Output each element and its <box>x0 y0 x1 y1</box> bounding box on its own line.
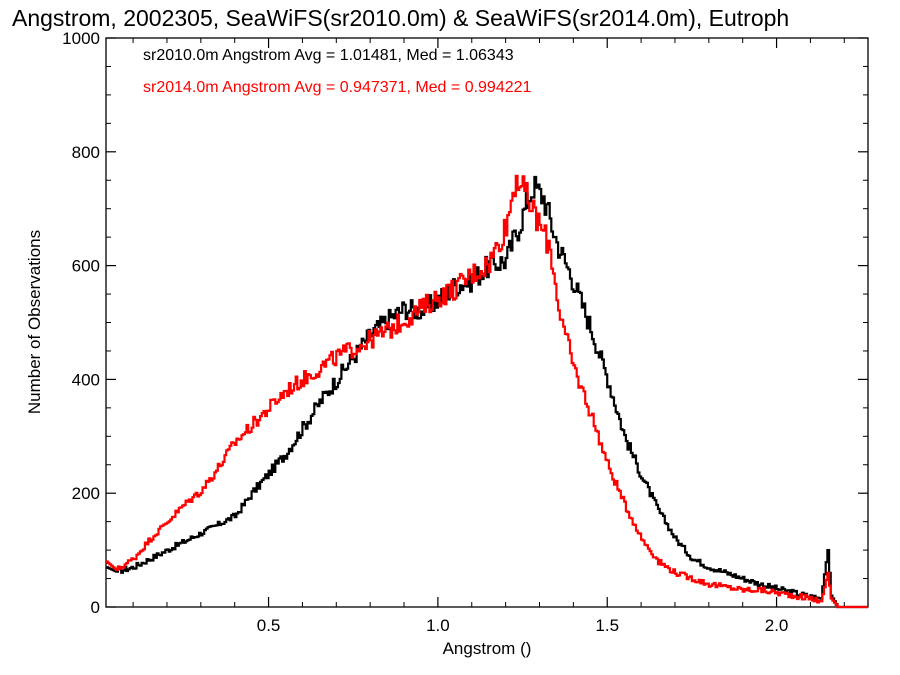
tick-label-group: 0.5 1.0 1.5 2.0 0 200 400 600 800 1000 <box>62 29 788 635</box>
x-tick-label: 1.5 <box>595 616 619 635</box>
x-tick-label: 1.0 <box>426 616 450 635</box>
y-tick-label: 0 <box>91 598 100 617</box>
legend-black-series-stats: sr2010.0m Angstrom Avg = 1.01481, Med = … <box>143 47 514 64</box>
series-line-red <box>106 174 868 609</box>
y-axis-label: Number of Observations <box>25 230 44 414</box>
y-tick-label: 200 <box>72 484 100 503</box>
series-line-black <box>106 175 868 609</box>
y-tick-label: 800 <box>72 143 100 162</box>
chart-title: Angstrom, 2002305, SeaWiFS(sr2010.0m) & … <box>12 5 789 31</box>
series-group <box>106 174 868 609</box>
x-tick-label: 0.5 <box>257 616 281 635</box>
y-tick-label: 400 <box>72 370 100 389</box>
x-axis-label: Angstrom () <box>443 639 532 658</box>
y-tick-label: 1000 <box>62 29 100 48</box>
legend-red-series-stats: sr2014.0m Angstrom Avg = 0.947371, Med =… <box>143 79 532 96</box>
x-tick-label: 2.0 <box>765 616 789 635</box>
y-tick-label: 600 <box>72 257 100 276</box>
